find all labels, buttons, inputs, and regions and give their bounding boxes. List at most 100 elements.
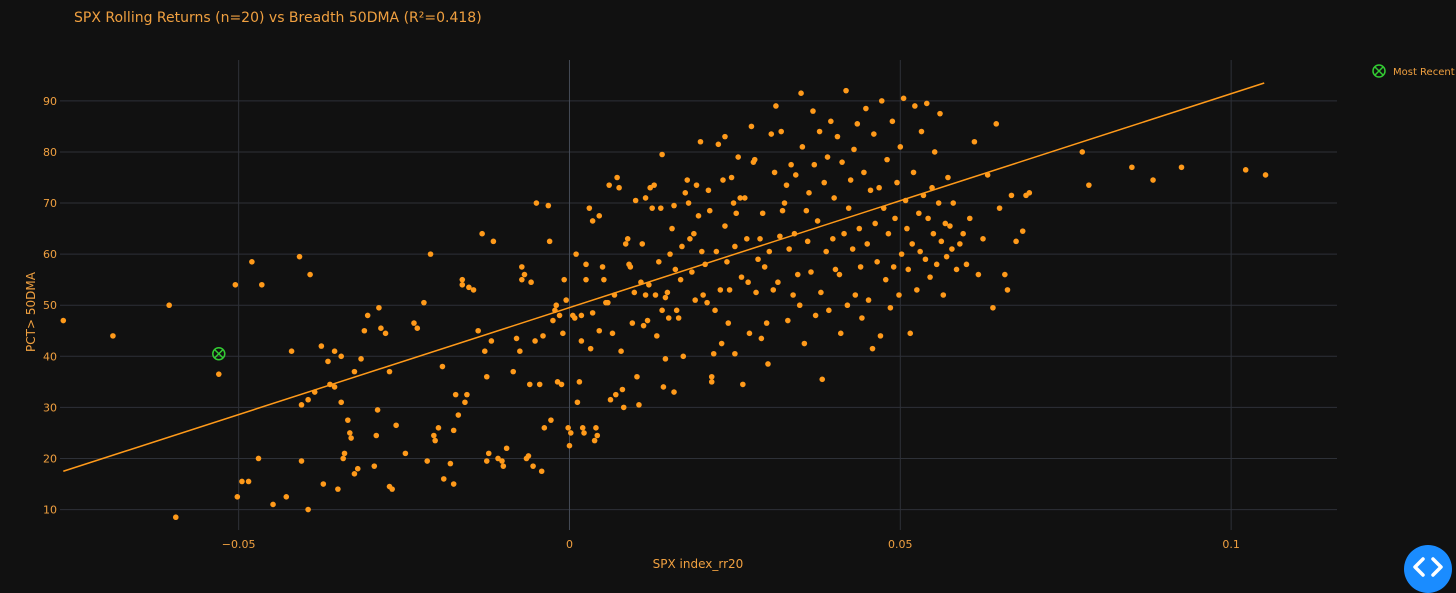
data-point: [402, 450, 409, 457]
data-point: [1242, 167, 1249, 173]
y-tick-label: 50: [43, 299, 57, 312]
data-point: [526, 381, 533, 388]
data-point: [778, 128, 785, 135]
data-point: [823, 248, 829, 255]
data-point: [563, 297, 569, 303]
data-point: [828, 118, 834, 125]
data-point: [852, 292, 859, 298]
code-arrows-icon: [1413, 557, 1443, 577]
data-point: [768, 131, 775, 137]
data-point: [249, 258, 255, 265]
data-point: [826, 307, 832, 314]
data-point: [530, 463, 536, 469]
data-point: [898, 251, 905, 257]
data-point: [528, 279, 534, 286]
data-point: [488, 338, 495, 344]
legend-most-recent-marker: [1372, 64, 1386, 78]
data-point: [320, 481, 327, 487]
data-point: [440, 476, 447, 482]
data-point: [348, 435, 354, 441]
data-point: [552, 307, 558, 314]
data-point: [601, 276, 607, 283]
data-point: [439, 363, 446, 370]
data-point: [447, 460, 454, 467]
data-point: [638, 279, 644, 286]
data-point: [541, 425, 548, 431]
data-point: [790, 292, 796, 298]
data-point: [574, 399, 581, 406]
data-point: [914, 287, 920, 293]
data-point: [519, 264, 525, 270]
data-point: [796, 302, 803, 309]
data-point: [667, 251, 673, 257]
data-point: [499, 458, 505, 464]
data-point: [561, 276, 567, 283]
chart-title: SPX Rolling Returns (n=20) vs Breadth 50…: [74, 10, 482, 26]
data-point: [971, 138, 978, 145]
data-point: [799, 144, 806, 150]
grid-lines: [60, 60, 1337, 530]
data-point: [1079, 149, 1086, 155]
data-point: [255, 455, 262, 462]
data-point: [646, 281, 652, 288]
data-point: [779, 207, 786, 214]
data-point: [1178, 164, 1185, 171]
y-tick-label: 10: [43, 504, 57, 517]
data-point: [788, 161, 794, 168]
data-point: [455, 412, 462, 418]
data-point: [589, 218, 596, 224]
data-point: [759, 210, 766, 217]
data-point: [885, 230, 892, 237]
data-point: [671, 389, 677, 395]
data-point: [166, 302, 172, 309]
data-point: [677, 276, 684, 283]
data-point: [510, 368, 517, 375]
data-point: [847, 177, 854, 183]
data-point: [632, 197, 639, 204]
data-point: [538, 468, 545, 475]
data-point: [624, 236, 631, 242]
data-point: [662, 294, 669, 301]
data-point: [890, 264, 897, 270]
data-point: [857, 264, 864, 270]
data-point: [606, 182, 612, 188]
data-point: [942, 220, 949, 227]
code-toggle-button[interactable]: [1404, 545, 1452, 593]
data-point: [771, 169, 778, 176]
data-point: [996, 205, 1003, 211]
data-point: [980, 236, 986, 242]
data-point: [884, 156, 890, 163]
data-point: [361, 327, 368, 334]
data-point: [821, 179, 828, 186]
data-point: [566, 442, 573, 449]
data-point: [452, 391, 459, 398]
legend[interactable]: Most Recent: [1372, 64, 1455, 78]
data-point: [483, 458, 490, 464]
scatter-chart: SPX Rolling Returns (n=20) vs Breadth 50…: [24, 10, 1455, 571]
data-point: [553, 302, 560, 309]
data-point: [483, 373, 490, 380]
data-point: [685, 200, 692, 206]
data-point: [876, 184, 882, 191]
data-point: [245, 478, 252, 485]
data-point: [283, 493, 290, 500]
data-point: [878, 98, 885, 104]
data-point: [925, 215, 931, 222]
data-point: [720, 177, 726, 183]
data-point: [930, 230, 937, 237]
data-point: [894, 179, 900, 186]
data-point: [554, 379, 561, 385]
data-point: [232, 281, 239, 288]
data-point: [758, 335, 765, 342]
data-point: [869, 345, 876, 352]
data-point: [945, 174, 951, 181]
data-point: [717, 287, 724, 293]
data-point: [680, 353, 687, 360]
data-point: [803, 207, 810, 214]
data-point: [652, 292, 659, 298]
data-point: [845, 205, 852, 211]
data-point: [856, 225, 863, 232]
data-point: [386, 368, 393, 375]
data-point: [832, 266, 839, 273]
data-point: [578, 312, 585, 319]
